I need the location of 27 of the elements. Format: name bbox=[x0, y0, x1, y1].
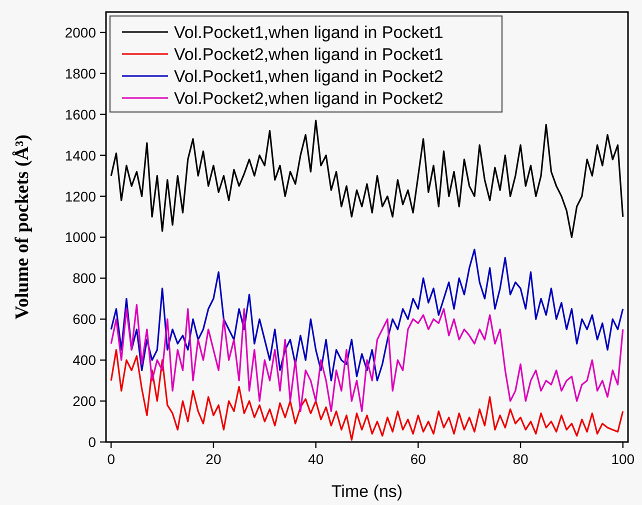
y-tick-label: 1200 bbox=[64, 188, 96, 204]
x-tick-label: 20 bbox=[206, 451, 222, 467]
y-tick-label: 200 bbox=[72, 393, 96, 410]
y-tick-label: 1400 bbox=[64, 147, 96, 164]
y-tick-label: 0 bbox=[88, 434, 96, 450]
legend-label: Vol.Pocket1,when ligand in Pocket1 bbox=[174, 23, 444, 42]
line-series bbox=[110, 349, 624, 441]
y-tick-label: 2000 bbox=[64, 24, 96, 40]
y-tick-label: 400 bbox=[72, 352, 96, 368]
y-tick-label: 600 bbox=[72, 311, 96, 328]
line-series bbox=[110, 248, 624, 382]
x-axis-title: Time (ns) bbox=[331, 482, 403, 501]
legend-label: Vol.Pocket2,when ligand in Pocket1 bbox=[174, 45, 444, 64]
x-tick-label: 60 bbox=[410, 451, 426, 467]
x-tick-label: 80 bbox=[512, 451, 529, 467]
y-axis-title: Volume of pockets (Å³) bbox=[12, 134, 33, 320]
x-tick-label: 100 bbox=[611, 451, 635, 467]
x-tick-label: 40 bbox=[308, 451, 324, 467]
x-tick-label: 0 bbox=[107, 451, 116, 467]
y-tick-label: 800 bbox=[72, 270, 96, 286]
legend-label: Vol.Pocket2,when ligand in Pocket2 bbox=[174, 89, 444, 108]
y-tick-label: 1600 bbox=[64, 106, 96, 122]
y-tick-label: 1800 bbox=[64, 65, 96, 82]
line-series bbox=[110, 304, 624, 412]
legend-label: Vol.Pocket1,when ligand in Pocket2 bbox=[174, 67, 444, 86]
line-series bbox=[110, 120, 624, 238]
y-tick-label: 1000 bbox=[64, 229, 96, 246]
